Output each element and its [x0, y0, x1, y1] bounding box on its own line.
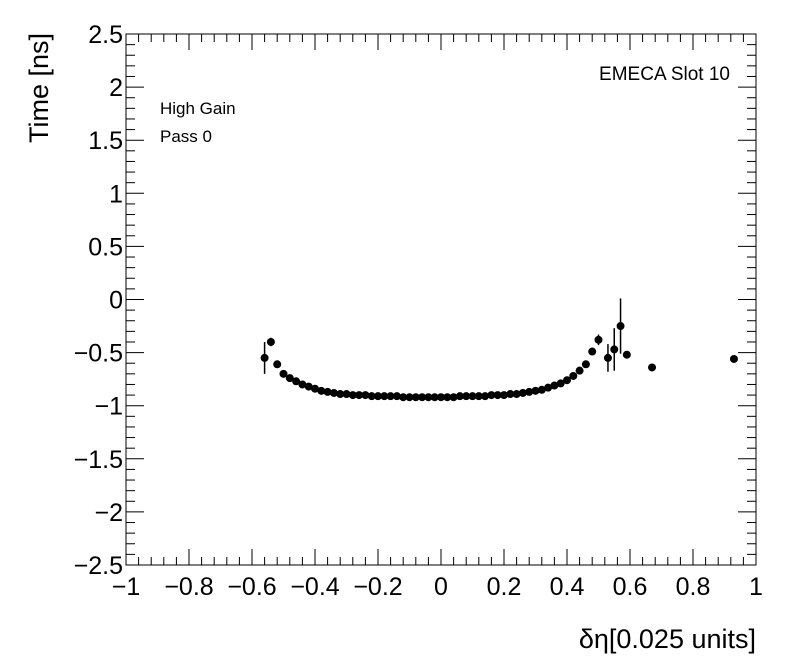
data-point	[355, 391, 364, 400]
y-tick-label: 2	[109, 74, 123, 102]
data-point	[581, 360, 590, 369]
data-point	[273, 360, 282, 369]
data-point	[594, 335, 603, 344]
x-tick-label: −0.4	[290, 573, 339, 601]
data-point	[550, 381, 559, 390]
data-point	[575, 366, 584, 375]
data-point	[285, 374, 294, 383]
y-tick-label: −0.5	[74, 340, 123, 368]
data-point	[622, 350, 631, 359]
data-point	[323, 387, 332, 396]
data-point	[424, 393, 433, 402]
data-point	[729, 354, 738, 363]
data-point	[430, 393, 439, 402]
data-point	[367, 392, 376, 401]
data-point	[311, 384, 319, 393]
data-point	[317, 386, 326, 395]
data-point	[481, 392, 490, 401]
data-point	[588, 347, 597, 356]
data-point	[512, 390, 521, 399]
data-point	[405, 393, 414, 402]
data-point	[506, 390, 515, 399]
data-point	[531, 386, 540, 395]
data-point	[279, 369, 288, 378]
y-tick-label: −2	[94, 499, 123, 527]
x-tick-label: −1	[112, 573, 141, 601]
y-tick-label: 1.5	[88, 127, 123, 155]
data-point	[304, 382, 313, 391]
data-point	[336, 390, 345, 399]
error-bars	[263, 298, 735, 399]
x-tick-label: −0.8	[164, 573, 213, 601]
data-point	[603, 353, 612, 362]
data-point	[525, 387, 534, 396]
slot-annotation: EMECA Slot 10	[599, 64, 730, 85]
x-tick-label: 0.8	[676, 573, 711, 601]
data-point	[342, 390, 351, 399]
data-point	[462, 392, 471, 401]
gain-annotation: High Gain	[160, 99, 236, 118]
x-tick-label: 0.6	[613, 573, 648, 601]
data-point	[493, 391, 502, 400]
x-tick-label: 0	[434, 573, 448, 601]
data-point	[468, 392, 477, 401]
data-point	[537, 385, 546, 394]
y-tick-label: 1	[109, 180, 123, 208]
data-point	[563, 376, 571, 385]
data-point	[298, 380, 307, 389]
data-point	[500, 391, 508, 400]
y-axis-tick-labels: −2.5 −2 −1.5 −1 −0.5 0 0.5 1 1.5 2 2.5	[74, 21, 123, 580]
data-point	[374, 392, 382, 401]
data-point	[266, 337, 275, 346]
data-markers	[260, 322, 738, 402]
y-tick-label: −2.5	[74, 552, 123, 580]
x-tick-label: 1	[749, 573, 763, 601]
x-tick-label: −0.2	[353, 573, 402, 601]
data-point	[392, 392, 401, 401]
data-point	[616, 322, 625, 331]
y-axis-ticks	[126, 33, 756, 566]
data-point	[329, 388, 338, 397]
data-point	[610, 345, 619, 354]
data-point	[361, 391, 370, 400]
data-point	[449, 393, 458, 402]
x-axis-tick-labels: −1 −0.8 −0.6 −0.4 −0.2 0 0.2 0.4 0.6 0.8 1	[112, 573, 763, 601]
y-tick-label: 2.5	[88, 21, 123, 49]
data-point	[518, 388, 527, 397]
y-tick-label: −1.5	[74, 446, 123, 474]
y-axis-title: Time [ns]	[24, 33, 54, 143]
x-axis-ticks	[125, 34, 757, 565]
data-point	[411, 393, 420, 402]
data-point	[260, 353, 269, 362]
x-tick-label: 0.2	[487, 573, 522, 601]
data-point	[455, 392, 464, 401]
data-point	[544, 383, 553, 392]
data-point	[437, 393, 445, 402]
data-point	[292, 377, 301, 386]
data-point	[443, 393, 452, 402]
data-point	[418, 393, 427, 402]
x-axis-title: δη[0.025 units]	[579, 624, 756, 654]
y-tick-label: 0.5	[88, 233, 123, 261]
pass-annotation: Pass 0	[160, 127, 212, 146]
y-tick-label: 0	[109, 287, 123, 315]
data-point	[556, 379, 565, 388]
data-point	[348, 391, 357, 400]
x-tick-label: 0.4	[550, 573, 585, 601]
y-tick-label: −1	[94, 393, 123, 421]
data-point	[648, 363, 657, 372]
data-point	[399, 393, 408, 402]
data-point	[380, 392, 389, 401]
data-point	[569, 371, 578, 380]
x-tick-label: −0.6	[227, 573, 276, 601]
data-point	[474, 392, 483, 401]
data-point	[386, 392, 395, 401]
data-point	[487, 391, 496, 400]
